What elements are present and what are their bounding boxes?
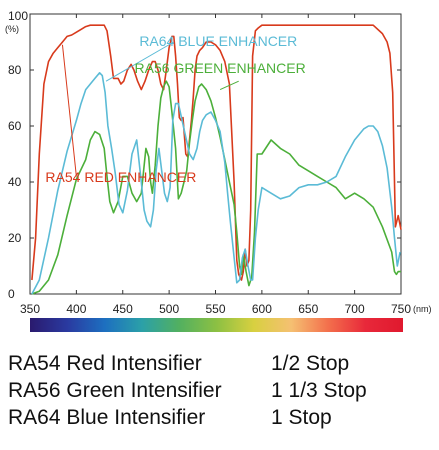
x-tick-label: 350 (20, 302, 40, 316)
y-tick-label: 20 (8, 231, 22, 245)
chart-series-layer (31, 24, 402, 295)
annotation-label: RA64 BLUE ENHANCER (139, 33, 297, 49)
y-tick-label: 60 (8, 119, 22, 133)
intensifier-row-green: RA56 Green Intensifier 1 1/3 Stop (8, 377, 428, 404)
x-tick-label: 700 (345, 302, 365, 316)
chart-labels-layer: RA64 BLUE ENHANCER RA56 GREEN ENHANCER RA5… (45, 33, 305, 185)
intensifier-name: RA54 Red Intensifier (8, 352, 202, 375)
series-line-ra54-red-enhancer (31, 24, 402, 281)
x-tick-label: 450 (113, 302, 133, 316)
intensifier-stop: 1/2 Stop (271, 352, 350, 375)
y-tick-label: 0 (8, 287, 15, 301)
chart-axes: 0 20 40 60 80 100(%) 350 400 450 500 550 600 650 700 7… (5, 9, 432, 316)
series-line-ra56-green-enhancer (31, 80, 401, 295)
intensifier-name: RA64 Blue Intensifier (8, 406, 206, 429)
intensifier-stop: 1 Stop (271, 406, 332, 429)
y-unit-label: (%) (5, 24, 19, 34)
x-tick-label: 600 (252, 302, 272, 316)
x-tick-label: 400 (66, 302, 86, 316)
annotation-label: RA56 GREEN ENHANCER (135, 60, 306, 76)
series-line-ra64-blue-enhancer (31, 72, 401, 295)
transmission-chart: 0 20 40 60 80 100(%) 350 400 450 500 550 600 650 700 7… (5, 9, 432, 316)
y-tick-label: 100 (8, 9, 28, 23)
x-tick-label: 650 (298, 302, 318, 316)
y-tick-label: 40 (8, 175, 22, 189)
intensifier-row-red: RA54 Red Intensifier 1/2 Stop (8, 350, 428, 377)
visible-spectrum-bar (30, 318, 403, 332)
intensifier-name: RA56 Green Intensifier (8, 379, 222, 402)
intensifier-stop: 1 1/3 Stop (271, 379, 367, 402)
annotation-leader-line (105, 41, 175, 82)
annotation-leader-line (219, 80, 239, 91)
x-tick-label: 750 (391, 302, 411, 316)
plot-frame (29, 13, 402, 295)
x-tick-label: 550 (205, 302, 225, 316)
x-tick-label: 500 (159, 302, 179, 316)
intensifier-list: RA54 Red Intensifier 1/2 Stop RA56 Green… (8, 350, 428, 431)
annotation-label: RA54 RED ENHANCER (45, 169, 196, 185)
intensifier-row-blue: RA64 Blue Intensifier 1 Stop (8, 404, 428, 431)
y-tick-label: 80 (8, 63, 22, 77)
annotation-leader-line (61, 44, 77, 177)
x-unit-label: (nm) (413, 304, 432, 314)
